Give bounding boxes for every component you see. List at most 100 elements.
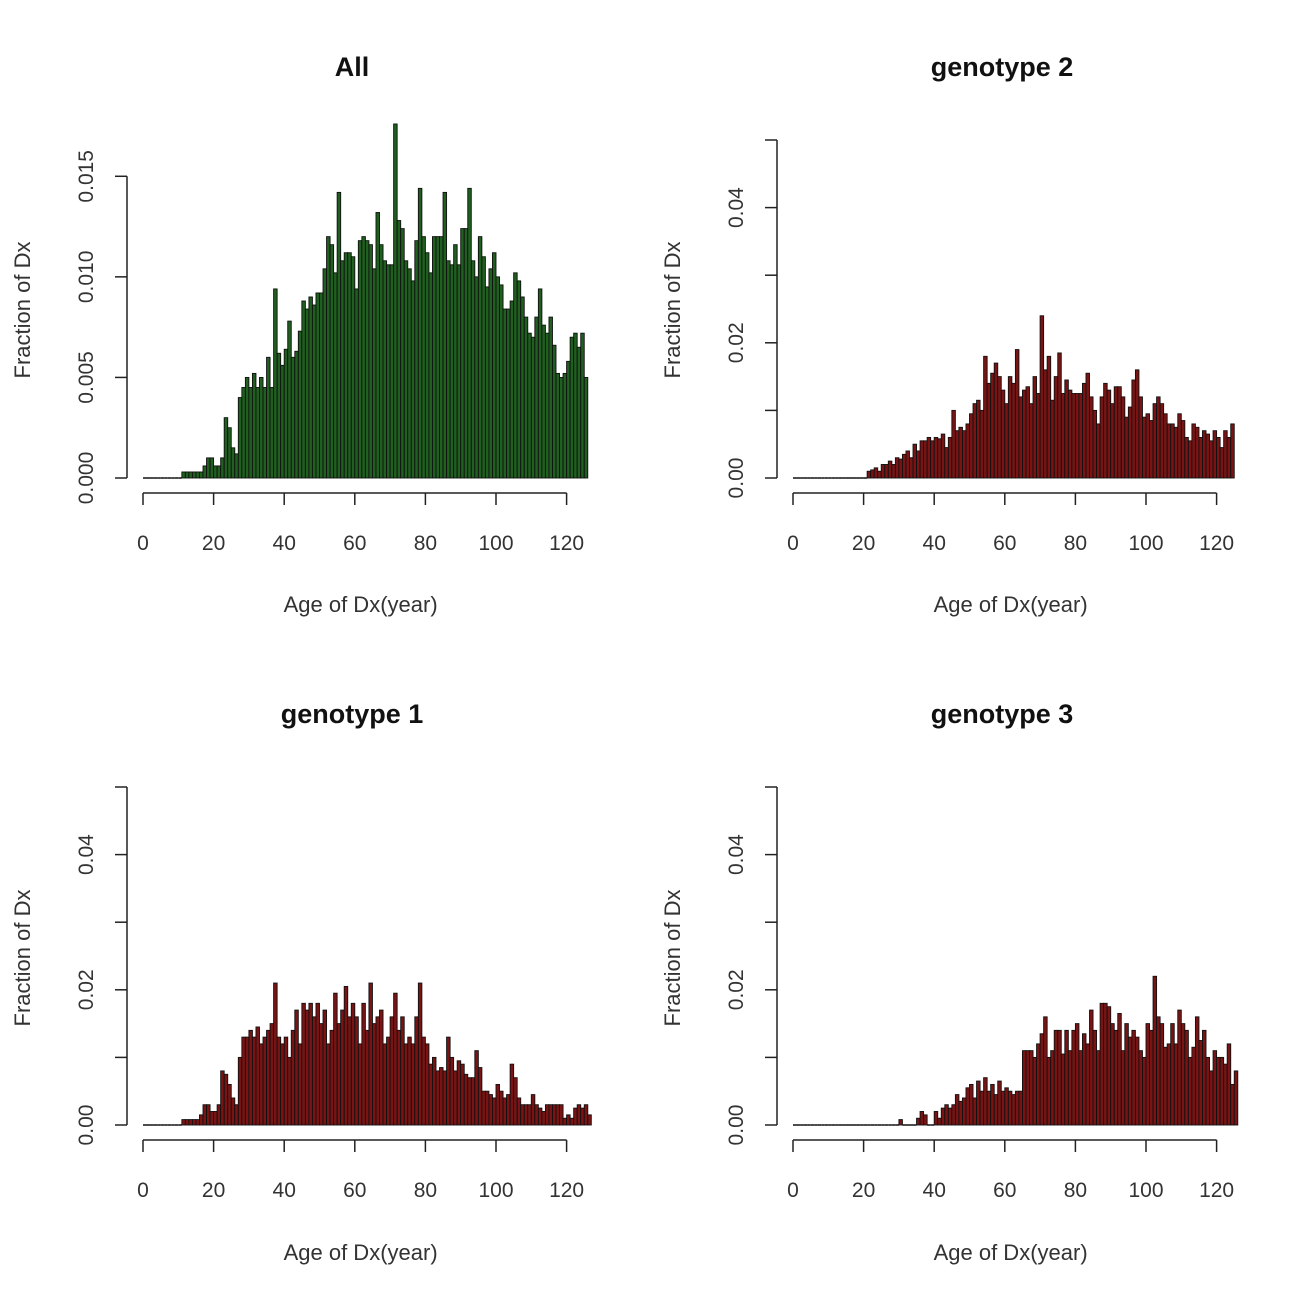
- bar: [997, 376, 1002, 479]
- x-tick-label: 20: [852, 532, 875, 555]
- bar: [544, 1104, 550, 1126]
- bar: [1018, 396, 1023, 479]
- bar: [453, 244, 458, 479]
- bar: [432, 236, 437, 479]
- bar: [502, 308, 508, 479]
- bar: [255, 1026, 260, 1126]
- bar: [237, 1056, 243, 1126]
- bar: [191, 471, 197, 479]
- bar: [368, 244, 373, 479]
- bar: [1053, 1029, 1059, 1126]
- bar: [396, 220, 402, 479]
- bar: [477, 236, 483, 479]
- bar: [273, 982, 278, 1126]
- bar: [449, 1056, 455, 1126]
- bar: [1152, 403, 1158, 479]
- bar: [322, 1009, 328, 1126]
- bar: [534, 1104, 539, 1126]
- bar: [1166, 1043, 1172, 1126]
- bar: [290, 1029, 296, 1126]
- bar: [213, 1111, 218, 1126]
- bar: [435, 1070, 440, 1126]
- bar: [530, 1094, 536, 1126]
- bar: [1120, 396, 1126, 479]
- bar: [414, 240, 419, 479]
- x-axis: 0 20 40 60 80 100 120: [787, 492, 1234, 555]
- bar: [544, 332, 550, 479]
- panel-genotype-3: genotype 3 0 20 40 60 80 100 120 0.00 0.02 0.04 Age…: [660, 699, 1239, 1265]
- bar: [954, 1094, 960, 1126]
- bar: [951, 1104, 956, 1126]
- bar: [181, 1119, 186, 1126]
- bar: [1120, 1050, 1126, 1126]
- bar-series: [793, 315, 1235, 479]
- bar: [919, 1111, 925, 1126]
- bar: [424, 252, 430, 479]
- bar: [986, 382, 992, 479]
- bar-series: [143, 123, 589, 479]
- bar: [403, 1043, 409, 1126]
- bar: [566, 1114, 571, 1126]
- bar: [1096, 423, 1101, 479]
- bar: [273, 288, 278, 479]
- bar: [188, 1119, 193, 1126]
- bar: [1007, 1090, 1013, 1126]
- bar: [269, 387, 275, 479]
- bar: [1113, 386, 1119, 479]
- bar: [477, 1067, 483, 1126]
- bar: [1043, 369, 1048, 479]
- bar: [1223, 430, 1228, 479]
- bar: [241, 387, 246, 479]
- bar: [439, 1067, 444, 1126]
- bar: [470, 1077, 476, 1126]
- bar: [1180, 420, 1186, 479]
- bar: [428, 1063, 433, 1126]
- bar: [304, 1009, 310, 1126]
- x-tick-label: 120: [1199, 1179, 1234, 1202]
- y-tick-label: 0.04: [75, 834, 98, 875]
- bar: [495, 276, 500, 479]
- bar: [1198, 436, 1203, 479]
- bar: [460, 228, 465, 479]
- bar: [439, 236, 444, 479]
- bar: [368, 982, 373, 1126]
- bar: [206, 1104, 211, 1126]
- x-tick-label: 120: [549, 532, 584, 555]
- y-tick-label: 0.00: [725, 1105, 748, 1146]
- bar: [1025, 1050, 1030, 1126]
- bar: [195, 1119, 200, 1126]
- bar: [372, 1023, 377, 1126]
- bar: [364, 1029, 370, 1126]
- bar: [990, 372, 995, 479]
- bar: [1187, 1056, 1193, 1126]
- bar: [1074, 1023, 1080, 1126]
- bar: [361, 236, 366, 479]
- y-tick-label: 0.02: [75, 969, 98, 1010]
- x-tick-label: 40: [923, 532, 946, 555]
- x-tick-label: 100: [1128, 1179, 1163, 1202]
- panel-genotype-1: genotype 1 0 20 40 60 80 100 120 0.00 0.02 0.04 Age…: [10, 699, 592, 1265]
- bar: [343, 985, 349, 1126]
- bar: [1212, 430, 1218, 479]
- bar: [259, 376, 264, 479]
- bar: [456, 1060, 462, 1126]
- bar: [523, 316, 529, 479]
- bar: [470, 260, 476, 479]
- bar: [347, 252, 352, 479]
- x-tick-label: 120: [1199, 532, 1234, 555]
- bar: [417, 982, 423, 1126]
- bar: [435, 236, 440, 479]
- bar: [213, 465, 218, 479]
- bar: [336, 1023, 342, 1126]
- bar: [1149, 1029, 1154, 1126]
- bar: [449, 264, 455, 479]
- bar: [1025, 386, 1030, 479]
- bar: [199, 1114, 204, 1126]
- x-tick-label: 60: [993, 1179, 1016, 1202]
- bar: [1064, 1029, 1069, 1126]
- bar: [1233, 1070, 1239, 1126]
- bar: [523, 1104, 529, 1126]
- bar: [569, 1117, 575, 1126]
- x-tick-label: 80: [414, 1179, 437, 1202]
- bar: [1184, 1029, 1189, 1126]
